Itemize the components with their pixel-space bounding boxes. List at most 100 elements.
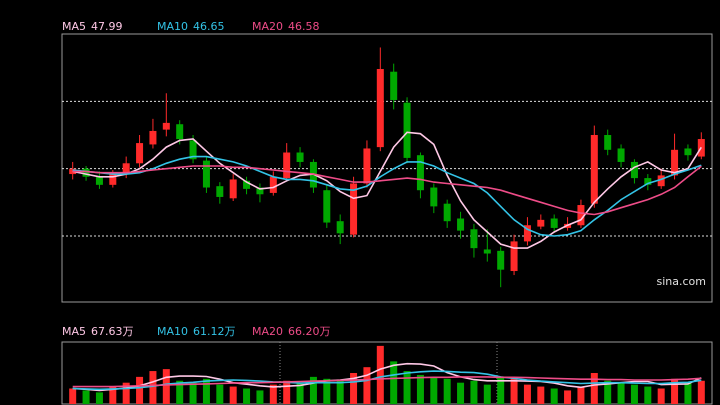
volume-bar [697, 380, 705, 404]
candle-body [617, 148, 625, 162]
volume-bar [149, 371, 157, 404]
candle-body [550, 218, 558, 228]
legend-value: 46.58 [288, 20, 320, 33]
volume-bar [550, 388, 558, 404]
volume-bar [269, 384, 277, 404]
volume-bar [162, 369, 170, 404]
candle-body [497, 250, 505, 270]
volume-bar [243, 388, 251, 404]
volume-bar [69, 388, 77, 404]
price-panel-frame [61, 33, 713, 303]
candle-body [95, 176, 103, 185]
volume-bar [363, 367, 371, 404]
candle-body [390, 71, 398, 100]
volume-bar [350, 373, 358, 404]
candle-body [604, 135, 612, 150]
volume-bar [256, 390, 264, 404]
volume-bar [323, 378, 331, 404]
legend-value: 61.12万 [193, 325, 236, 338]
volume-bar [657, 388, 665, 404]
volume-bar [671, 378, 679, 404]
volume-bar [336, 380, 344, 404]
candle-body [216, 186, 224, 197]
ma-line [72, 131, 702, 249]
candle-body [189, 140, 197, 160]
legend-name: MA20 [252, 20, 283, 33]
volume-bar [523, 384, 531, 404]
volume-bar [510, 378, 518, 404]
volume-bar [189, 382, 197, 404]
volume-bar [684, 382, 692, 404]
candle-body [122, 163, 130, 175]
candle-body [470, 229, 478, 249]
candle-body [443, 203, 451, 222]
legend-name: MA10 [157, 325, 188, 338]
volume-bar [537, 386, 545, 404]
candle-body [457, 218, 465, 231]
candle-body [684, 148, 692, 156]
volume-bar [229, 386, 237, 404]
volume-bar [564, 390, 572, 404]
volume-bar [483, 384, 491, 404]
volume-bar [216, 384, 224, 404]
legend-value: 66.20万 [288, 325, 331, 338]
candle-body [149, 130, 157, 145]
candle-body [69, 168, 77, 175]
candle-body [269, 176, 277, 193]
candle-body [283, 152, 291, 179]
candle-body [229, 179, 237, 199]
volume-bar [390, 361, 398, 404]
candle-body [109, 174, 117, 185]
candle-body [430, 187, 438, 207]
volume-bar [577, 386, 585, 404]
candle-body [523, 225, 531, 242]
volume-bar [283, 380, 291, 404]
candle-body [336, 221, 344, 234]
volume-bar [416, 374, 424, 404]
volume-bar [309, 376, 317, 404]
ma-line [72, 370, 702, 391]
candle-body [416, 155, 424, 191]
candle-body [644, 178, 652, 185]
volume-bar [497, 376, 505, 404]
candle-body [136, 143, 144, 164]
volume-bar [376, 345, 384, 404]
watermark: sina.com [657, 275, 707, 288]
candle-body [256, 187, 264, 195]
volume-bar [443, 378, 451, 404]
legend-value: 67.63万 [91, 325, 134, 338]
volume-bar [95, 392, 103, 404]
volume-bar [82, 390, 90, 404]
candle-body [82, 168, 90, 177]
candle-body [176, 124, 184, 140]
volume-bar [403, 371, 411, 404]
candle-body [350, 183, 358, 235]
legend-name: MA5 [62, 325, 86, 338]
volume-bar [202, 378, 210, 404]
volume-bar [430, 376, 438, 404]
volume-bar [617, 382, 625, 404]
ma-line [72, 376, 702, 388]
legend-name: MA5 [62, 20, 86, 33]
candle-body [363, 148, 371, 184]
volume-bar [590, 373, 598, 404]
candle-body [483, 249, 491, 254]
candle-body [376, 69, 384, 148]
candle-body [202, 160, 210, 188]
candle-body [323, 190, 331, 223]
candle-body [630, 161, 638, 179]
candle-body [577, 205, 585, 226]
candle-body [243, 180, 251, 189]
legend-value: 47.99 [91, 20, 123, 33]
volume-bar [109, 386, 117, 404]
candle-body [296, 152, 304, 162]
volume-bar [176, 380, 184, 404]
candle-body [657, 175, 665, 187]
volume-bar [604, 380, 612, 404]
volume-bar [122, 382, 130, 404]
volume-bar [136, 376, 144, 404]
candle-body [537, 219, 545, 227]
candle-body [510, 241, 518, 272]
volume-bar [630, 384, 638, 404]
